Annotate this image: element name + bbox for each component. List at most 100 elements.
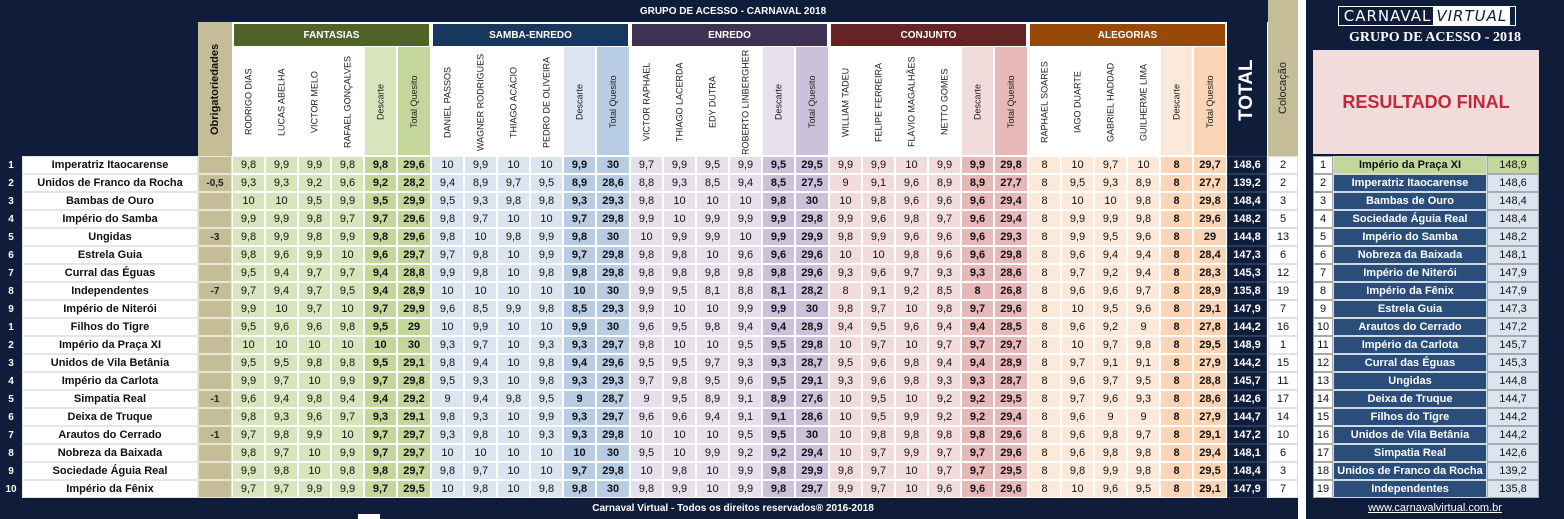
school-name: Bambas de Ouro (22, 192, 198, 210)
total-quesito-header: Total Quesito (1205, 75, 1215, 129)
obrigatoriedade-value: -7 (198, 282, 232, 300)
judge-score: 9,6 (862, 372, 895, 390)
judge-score: 9,7 (862, 300, 895, 318)
judge-name: WAGNER RODRIGUES (475, 53, 486, 151)
total-quesito-score: 29,8 (1193, 192, 1227, 210)
total-quesito-score: 29,8 (795, 336, 829, 354)
judge-score: 9,5 (663, 318, 696, 336)
judge-score: 9,8 (829, 228, 862, 246)
judge-score: 9,9 (298, 156, 331, 174)
judge-name: VICTOR MELO (309, 71, 320, 133)
descarte-score: 9,7 (364, 480, 397, 498)
judge-score: 9,6 (1094, 282, 1127, 300)
judge-header-bg (1061, 46, 1094, 156)
row-number: 3 (0, 192, 22, 210)
descarte-score: 9,8 (762, 192, 795, 210)
judge-score: 9,9 (331, 372, 364, 390)
descarte-score: 8 (1160, 480, 1193, 498)
descarte-score: 8,1 (762, 282, 795, 300)
judge-score: 9,4 (331, 390, 364, 408)
colocacao-header: Colocação (1277, 62, 1289, 114)
judge-score: 9,8 (265, 426, 298, 444)
judge-score: 9,7 (265, 444, 298, 462)
judge-score: 9,8 (331, 462, 364, 480)
result-position: 9 (1313, 300, 1333, 318)
judge-score: 9,8 (895, 210, 928, 228)
judge-score: 9,5 (729, 336, 762, 354)
judge-score: 10 (1061, 336, 1094, 354)
judge-score: 9,3 (464, 408, 497, 426)
total-quesito-score: 29,8 (994, 156, 1028, 174)
total-quesito-score: 27,7 (1193, 174, 1227, 192)
judge-score: 10 (431, 318, 464, 336)
total-quesito-score: 29 (397, 318, 431, 336)
judge-name: THIAGO ACÁCIO (508, 66, 519, 138)
descarte-score: 9,7 (961, 336, 994, 354)
judge-header-bg (1160, 46, 1193, 156)
judge-score: 9,6 (895, 228, 928, 246)
total-score: 148,2 (1227, 210, 1267, 228)
judge-score: 10 (630, 462, 663, 480)
judge-score: 10 (265, 192, 298, 210)
judge-score: 9,4 (729, 318, 762, 336)
website-link[interactable]: www.carnavalvirtual.com.br (1368, 502, 1502, 514)
total-score: 139,2 (1227, 174, 1267, 192)
judge-score: 9,3 (829, 372, 862, 390)
judge-score: 9,5 (265, 354, 298, 372)
judge-score: 9,7 (331, 210, 364, 228)
total-quesito-score: 29,1 (1193, 300, 1227, 318)
judge-score: 10 (497, 462, 530, 480)
result-position: 18 (1313, 462, 1333, 480)
judge-score: 9,8 (431, 408, 464, 426)
judge-score: 9,7 (1061, 354, 1094, 372)
result-total: 147,2 (1487, 318, 1539, 336)
judge-score: 9,9 (729, 156, 762, 174)
total-quesito-score: 29,3 (596, 192, 630, 210)
judge-score: 9,9 (1061, 228, 1094, 246)
judge-score: 10 (663, 336, 696, 354)
judge-score: 9,5 (729, 426, 762, 444)
judge-score: 9,9 (530, 228, 563, 246)
judge-name: PEDRO DE OLIVEIRA (541, 56, 552, 148)
judge-score: 9,6 (1061, 282, 1094, 300)
result-school: Império da Praça XI (1333, 156, 1487, 174)
judge-score: 10 (829, 426, 862, 444)
descarte-score: 9,5 (364, 318, 397, 336)
total-quesito-score: 29,8 (596, 426, 630, 444)
judge-score: 9,8 (1127, 336, 1160, 354)
judge-score: 9,9 (696, 444, 729, 462)
row-number: 7 (0, 426, 22, 444)
result-position: 5 (1313, 228, 1333, 246)
descarte-score: 9,9 (961, 156, 994, 174)
school-name: Império da Praça XI (22, 336, 198, 354)
result-school: Nobreza da Baixada (1333, 246, 1487, 264)
judge-score: 9 (1094, 408, 1127, 426)
judge-score: 9,6 (431, 300, 464, 318)
row-number: 8 (0, 282, 22, 300)
judge-score: 9,7 (862, 480, 895, 498)
judge-score: 10 (663, 300, 696, 318)
descarte-score: 9,7 (563, 210, 596, 228)
descarte-score: 10 (563, 282, 596, 300)
judge-score: 9,8 (1061, 462, 1094, 480)
colocacao-value: 16 (1268, 318, 1298, 336)
judge-header-bg (1094, 46, 1127, 156)
total-quesito-score: 29,6 (994, 480, 1028, 498)
judge-score: 10 (696, 246, 729, 264)
descarte-header: Descarte (1171, 84, 1182, 121)
descarte-score: 9,8 (563, 228, 596, 246)
judge-score: 10 (696, 480, 729, 498)
judge-score: 9,9 (464, 156, 497, 174)
judge-score: 9,8 (431, 354, 464, 372)
judge-header-bg (696, 46, 729, 156)
colocacao-header-bg (1268, 0, 1298, 156)
result-school: Império de Niterói (1333, 264, 1487, 282)
judge-score: 9 (431, 390, 464, 408)
judge-score: 9,6 (331, 174, 364, 192)
judge-score: 10 (1061, 480, 1094, 498)
total-quesito-score: 28,7 (795, 354, 829, 372)
result-total: 139,2 (1487, 462, 1539, 480)
judge-score: 9,9 (630, 282, 663, 300)
judge-score: 9,8 (298, 228, 331, 246)
judge-score: 9,6 (1061, 372, 1094, 390)
